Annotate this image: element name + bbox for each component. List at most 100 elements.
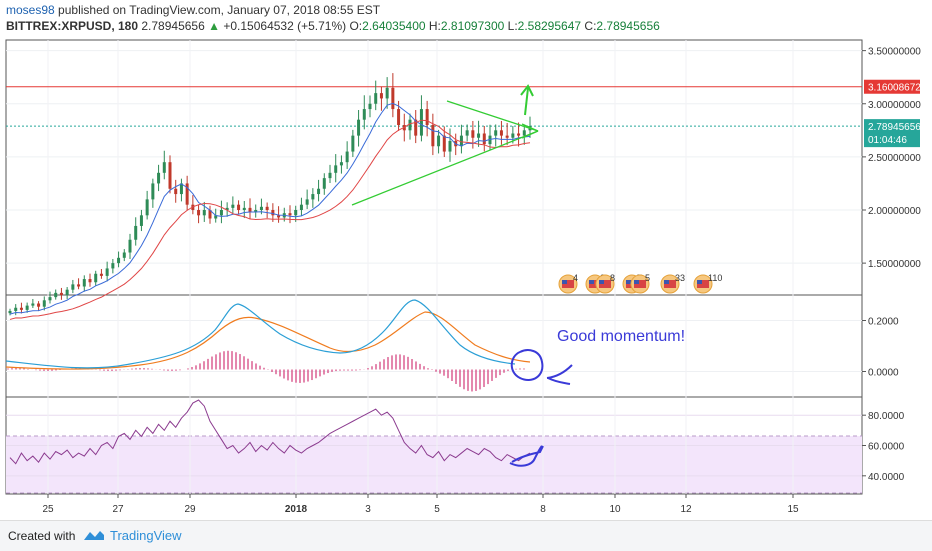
candle-body: [259, 206, 263, 210]
event-flag-canton: [562, 280, 567, 284]
candle-body: [88, 279, 92, 283]
candle-body: [277, 215, 281, 218]
gridlines: [6, 40, 862, 494]
event-flag-stripe: [664, 280, 676, 288]
candle-body: [197, 210, 201, 216]
event-flag-canton: [664, 280, 669, 284]
time-axis: 25 27 29 2018 3 5 8 10 12 15: [42, 494, 799, 515]
event-count: 4: [573, 273, 578, 283]
event-flag-canton: [697, 280, 702, 284]
candle-body: [414, 119, 418, 136]
event-flag-canton: [589, 280, 594, 284]
candle-body: [311, 194, 315, 200]
candle-body: [162, 162, 166, 173]
candle-body: [299, 204, 303, 210]
open-label: O:: [349, 19, 363, 33]
macd-histogram: [7, 350, 525, 392]
breakout-arrow-icon: [520, 84, 534, 116]
candle-body: [105, 268, 109, 276]
macd-axis: 0.0000 0.2000: [862, 317, 899, 379]
candle-body: [334, 165, 338, 173]
candle-body: [505, 135, 509, 138]
candle-body: [99, 273, 103, 276]
candle-body: [145, 199, 149, 216]
candle-body: [214, 215, 218, 219]
candle-body: [265, 206, 269, 210]
rsi-band: [6, 436, 862, 493]
candle-body: [134, 225, 138, 240]
candle-body: [425, 109, 429, 125]
event-flag-icon: 5: [630, 273, 650, 294]
event-flag-canton: [599, 280, 604, 284]
candle-body: [328, 172, 332, 179]
candle-body: [54, 292, 58, 298]
macd-tick-label: 0.2000: [868, 317, 899, 328]
candle-body: [271, 210, 275, 216]
candle-body: [37, 303, 41, 307]
high-value: 2.81097300: [440, 19, 505, 33]
time-tick-label: 15: [787, 504, 799, 515]
candle-body: [31, 303, 35, 306]
event-flag-icon: 4: [558, 273, 578, 294]
candle-body: [437, 135, 441, 147]
event-flag-icon: 110: [693, 273, 722, 294]
event-count: 110: [708, 273, 722, 283]
time-tick-label: 8: [540, 504, 546, 515]
candle-body: [419, 109, 423, 136]
price-tick-label: 2.50000000: [868, 153, 921, 164]
candle-body: [48, 297, 52, 301]
brand-link[interactable]: TradingView: [110, 528, 182, 543]
event-flag-stripe: [634, 280, 646, 288]
candle-body: [494, 130, 498, 136]
footer: Created with TradingView: [0, 520, 932, 551]
candle-body: [25, 305, 29, 310]
price-change: +0.15064532 (+5.71%): [223, 19, 347, 33]
ma-slow-line: [9, 119, 531, 320]
event-markers[interactable]: 4287533110: [558, 273, 722, 294]
candle-body: [94, 273, 98, 283]
candle-body: [179, 183, 183, 195]
close-label: C:: [584, 19, 597, 33]
candle-body: [471, 130, 475, 138]
time-tick-label: 29: [184, 504, 196, 515]
macd-line: [5, 299, 516, 369]
candle-body: [42, 300, 46, 307]
candle-body: [174, 188, 178, 195]
candle-body: [442, 135, 446, 152]
candle-body: [465, 130, 469, 136]
triangle-pattern[interactable]: [351, 100, 539, 206]
event-flag-stripe: [599, 280, 611, 288]
candle-body: [208, 210, 212, 219]
candle-body: [237, 204, 241, 210]
current-price-text: 2.78945656: [868, 122, 921, 133]
candles: [8, 73, 532, 316]
price-tick-label: 1.50000000: [868, 259, 921, 270]
candle-body: [242, 207, 246, 210]
candle-body: [77, 284, 81, 287]
candle-body: [185, 183, 189, 205]
candle-body: [202, 210, 206, 216]
username-link[interactable]: moses98: [6, 3, 55, 17]
candle-body: [168, 162, 172, 189]
time-tick-label: 12: [680, 504, 692, 515]
price-tick-label: 3.50000000: [868, 47, 921, 58]
last-price: 2.78945656: [141, 19, 205, 33]
event-flag-stripe: [562, 280, 574, 288]
candle-body: [305, 199, 309, 205]
candle-body: [391, 87, 395, 110]
candle-body: [499, 130, 503, 136]
candle-body: [117, 257, 121, 264]
tradingview-logo-icon: [84, 531, 104, 540]
macd-circle-drawing: [510, 349, 573, 385]
change-up-icon: ▲: [208, 19, 221, 33]
candle-body: [477, 133, 481, 138]
event-count: 33: [675, 273, 685, 283]
candle-body: [368, 103, 372, 110]
chart-canvas[interactable]: 4287533110 Good momentum! 1.500000002.00…: [0, 0, 932, 520]
candle-body: [122, 252, 126, 258]
time-tick-label: 2018: [285, 504, 308, 515]
price-tick-label: 2.00000000: [868, 206, 921, 217]
candle-body: [482, 133, 486, 145]
published-text: published on TradingView.com, January 07…: [58, 3, 381, 17]
candle-body: [219, 210, 223, 216]
